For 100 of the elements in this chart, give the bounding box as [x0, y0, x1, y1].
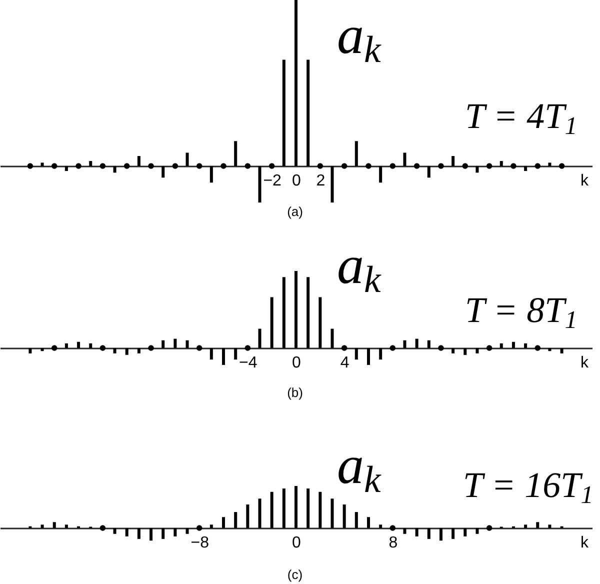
bar [222, 348, 226, 365]
x-axis-title: k [580, 354, 590, 372]
x-axis-title: k [580, 534, 590, 552]
bar [77, 342, 80, 348]
bar [162, 528, 165, 539]
bar [282, 277, 286, 348]
bar [415, 528, 418, 536]
bar [403, 340, 406, 348]
bar [113, 348, 116, 354]
bar [125, 528, 128, 536]
bar [210, 166, 213, 183]
bar [452, 156, 455, 166]
bar [403, 528, 406, 534]
bar [186, 340, 189, 348]
x-tick-label: 2 [316, 172, 326, 190]
bar [464, 528, 467, 536]
bar [306, 277, 310, 348]
bar [366, 517, 370, 528]
bar [306, 60, 310, 166]
x-tick-label: 0 [292, 172, 302, 190]
bar [186, 528, 189, 534]
bar [210, 348, 213, 360]
annotation: T = 16T$_{1}$ [463, 465, 594, 510]
bar [524, 166, 528, 171]
bar [330, 328, 334, 348]
bar [210, 524, 213, 528]
bar [500, 161, 503, 166]
bar [234, 141, 238, 166]
bar [464, 348, 467, 355]
bar [379, 524, 382, 528]
bar [113, 166, 116, 173]
bar [366, 348, 370, 365]
bar [354, 512, 358, 528]
bar [403, 152, 406, 166]
bar [452, 528, 455, 539]
bar [258, 166, 262, 203]
bar [427, 528, 430, 539]
text: (c) [287, 567, 303, 582]
bar [500, 343, 503, 348]
bar [186, 152, 189, 166]
x-tick-label: 8 [388, 534, 398, 552]
x-tick-label: 4 [340, 354, 350, 372]
bar [306, 488, 310, 528]
bar [270, 297, 274, 348]
bar [137, 528, 140, 539]
x-axis-title: k [580, 172, 590, 190]
bar [137, 348, 140, 354]
bar [40, 162, 44, 166]
bar [234, 512, 238, 528]
bar [174, 528, 177, 536]
bar [150, 528, 153, 541]
annotation: T = 4T$_{1}$ [465, 96, 578, 140]
bar [294, 486, 298, 528]
bar [125, 348, 128, 355]
bar [439, 528, 442, 541]
bar [330, 166, 334, 203]
bar [234, 348, 238, 360]
bar [64, 524, 68, 528]
bar [258, 328, 262, 348]
x-tick-label: 0 [292, 354, 302, 372]
bar [282, 60, 286, 166]
bar [512, 342, 515, 348]
bar [40, 348, 44, 352]
bar [246, 504, 250, 528]
bar [548, 162, 552, 166]
bar [174, 338, 177, 348]
bar [427, 340, 430, 348]
text: (a) [287, 204, 303, 219]
bar [52, 522, 56, 528]
bar [548, 348, 552, 352]
x-tick-label: −8 [190, 534, 210, 552]
y-axis-title: a$_{k}$ [337, 435, 382, 502]
bar [427, 166, 430, 178]
bar [258, 498, 262, 528]
bar [548, 524, 552, 528]
bar [330, 498, 334, 528]
annotation: T = 8T$_{1}$ [465, 290, 578, 334]
bar [379, 348, 382, 360]
bar [476, 528, 479, 534]
bar [113, 528, 116, 534]
x-tick-label: 0 [292, 534, 302, 552]
bar [560, 348, 564, 354]
bar [379, 166, 382, 183]
bar [354, 348, 358, 360]
bar [536, 522, 540, 528]
bar [294, 271, 298, 348]
y-axis-title: a$_{k}$ [337, 5, 382, 72]
bar [89, 343, 92, 348]
bar [415, 338, 418, 348]
bar [282, 488, 286, 528]
x-tick-label: −4 [239, 354, 258, 372]
bar [270, 492, 274, 528]
bar [28, 348, 32, 354]
bar [342, 504, 346, 528]
bar [89, 161, 92, 166]
bar [162, 340, 165, 348]
bar [222, 517, 226, 528]
bar [137, 156, 140, 166]
text: (b) [287, 385, 303, 400]
bar [162, 166, 165, 178]
